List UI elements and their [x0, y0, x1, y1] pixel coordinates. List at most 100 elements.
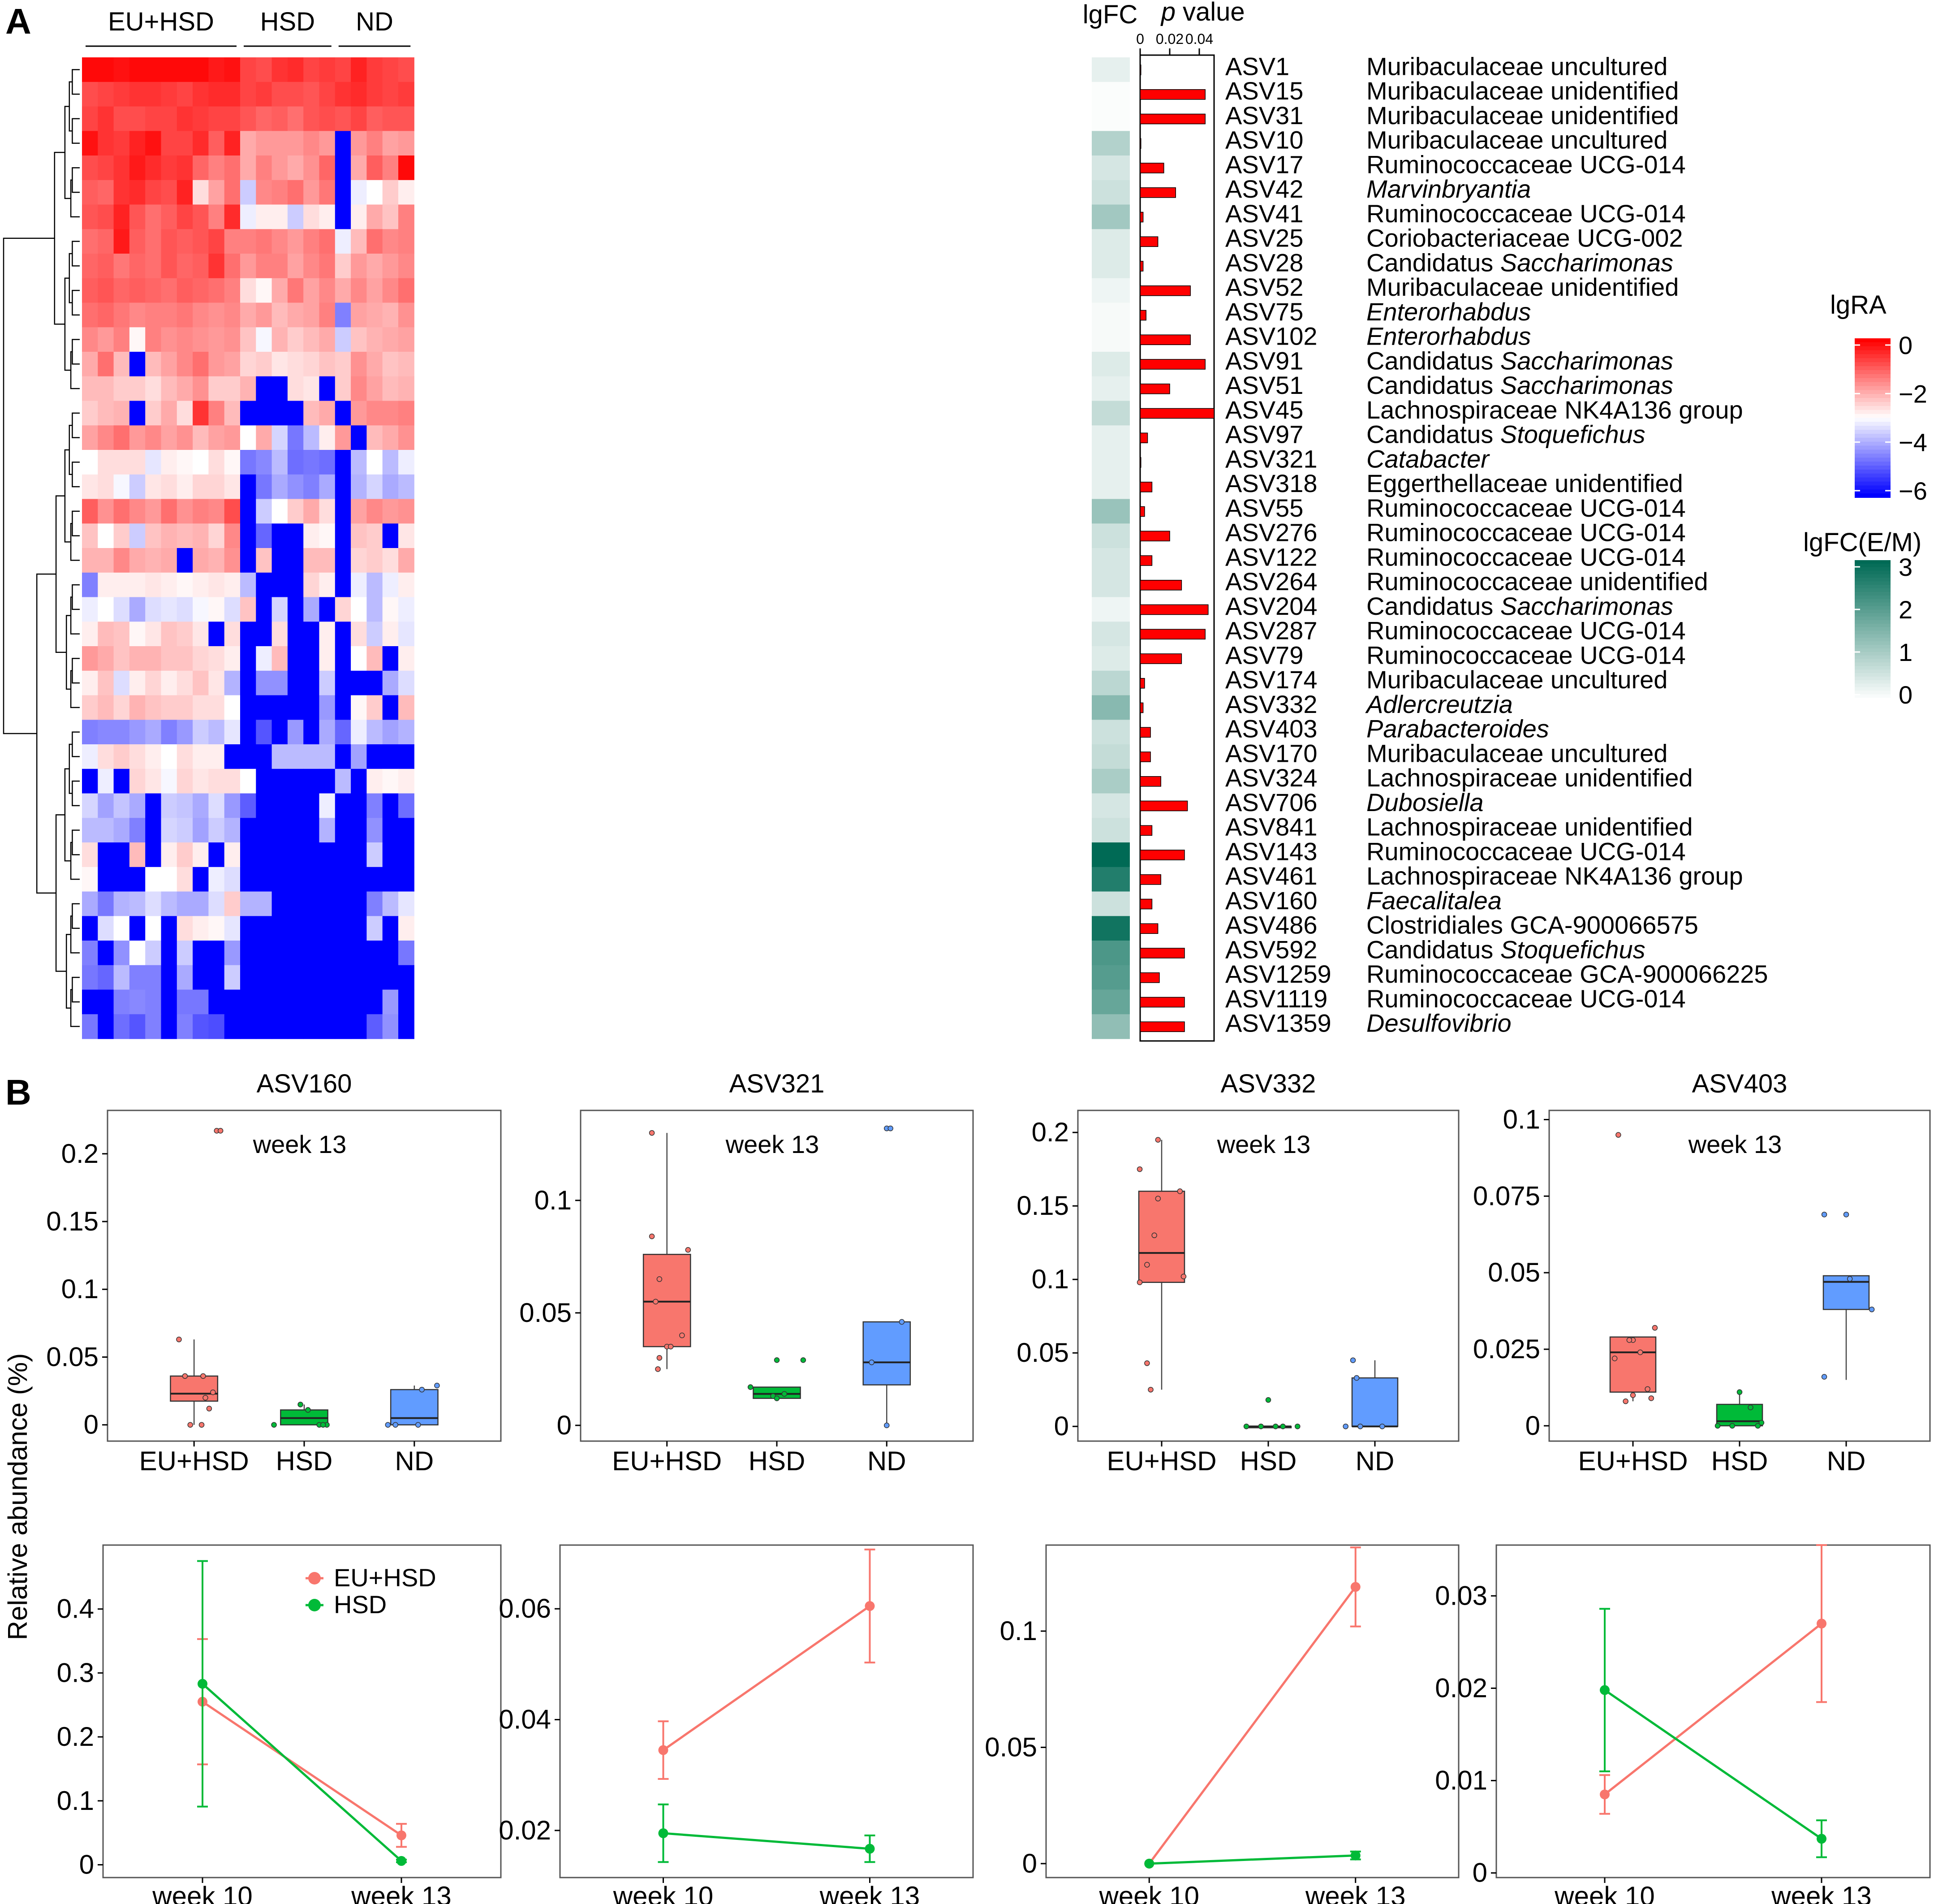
heatmap-cell — [193, 597, 209, 622]
heatmap-cell — [161, 891, 177, 916]
heatmap-cell — [98, 57, 114, 82]
heatmap-cell — [177, 254, 193, 279]
legend-lgra-swatch — [1855, 493, 1891, 498]
heatmap-cell — [161, 106, 177, 131]
heatmap-cell — [303, 327, 320, 352]
legend-lgra-swatch — [1855, 485, 1891, 490]
heatmap-cell — [224, 769, 241, 794]
legend-lgfc-swatch — [1855, 602, 1891, 607]
heatmap-cell — [113, 622, 130, 647]
heatmap-cell — [82, 769, 98, 794]
row-asv-label: ASV706 — [1225, 788, 1318, 816]
heatmap-cell — [193, 425, 209, 450]
taxon-name: Ruminococcaceae UCG-014 — [1366, 617, 1686, 645]
taxon-genus: Faecalitalea — [1366, 886, 1502, 915]
data-point — [655, 1366, 661, 1372]
heatmap-cell — [366, 597, 383, 622]
heatmap-cell — [240, 670, 256, 696]
heatmap-cell — [382, 842, 399, 868]
heatmap-cell — [351, 106, 367, 131]
taxon-name: Muribaculaceae unidentified — [1366, 101, 1679, 130]
heatmap-cell — [366, 769, 383, 794]
p-value-bar — [1140, 187, 1176, 198]
data-point — [1648, 1395, 1654, 1401]
heatmap-cell — [335, 597, 351, 622]
heatmap-cell — [129, 842, 146, 868]
heatmap-cell — [335, 82, 351, 107]
data-point — [1652, 1325, 1658, 1331]
heatmap-cell — [351, 793, 367, 818]
taxon-name: Candidatus — [1366, 371, 1500, 399]
heatmap-cell — [398, 302, 414, 328]
heatmap-cell — [335, 425, 351, 450]
heatmap-cell — [113, 229, 130, 254]
y-tick-label: 0 — [1525, 1411, 1540, 1441]
heatmap-cell — [351, 131, 367, 156]
heatmap-cell — [303, 401, 320, 426]
heatmap-cell — [398, 989, 414, 1015]
p-tick-label: 0 — [1136, 31, 1144, 47]
taxon-name: Candidatus — [1366, 346, 1500, 375]
heatmap-cell — [256, 180, 272, 205]
heatmap-cell — [98, 450, 114, 475]
heatmap-cell — [319, 254, 336, 279]
heatmap-cell — [177, 131, 193, 156]
row-taxon-label: Ruminococcaceae UCG-014 — [1366, 617, 1686, 645]
heatmap-cell — [224, 450, 241, 475]
heatmap-cell — [335, 327, 351, 352]
data-point — [1177, 1188, 1183, 1194]
row-asv-label: ASV318 — [1225, 469, 1318, 497]
lgfc-cell — [1092, 499, 1130, 524]
legend-lgfc-swatch — [1855, 563, 1891, 568]
lgfc-cell — [1092, 744, 1130, 769]
heatmap-cell — [319, 867, 336, 892]
heatmap-cell — [113, 842, 130, 868]
heatmap-cell — [256, 646, 272, 671]
heatmap-cell — [98, 229, 114, 254]
taxon-name: Ruminococcaceae UCG-014 — [1366, 984, 1686, 1013]
heatmap-cell — [398, 327, 414, 352]
heatmap-cell — [224, 278, 241, 303]
row-asv-label: ASV170 — [1225, 739, 1318, 767]
dendrogram-link — [72, 412, 80, 438]
p-value-bar — [1140, 531, 1170, 542]
p-value-bar — [1140, 825, 1153, 836]
series-line — [1604, 1689, 1822, 1840]
heatmap-cell — [271, 1014, 288, 1039]
legend-lgfc-swatch — [1855, 680, 1891, 684]
box — [1138, 1191, 1185, 1283]
series-point — [1817, 1834, 1826, 1844]
heatmap-cell — [161, 670, 177, 696]
dendrogram-link — [72, 241, 80, 267]
heatmap-cell — [129, 670, 146, 696]
legend-lgfc-swatch — [1855, 606, 1891, 610]
heatmap-cell — [145, 965, 162, 990]
x-tick-label: week 10 — [613, 1881, 713, 1904]
panel-label-b: B — [5, 1072, 31, 1112]
heatmap-cell — [224, 204, 241, 229]
heatmap-cell — [335, 229, 351, 254]
data-point — [1736, 1389, 1743, 1395]
data-point — [1155, 1196, 1161, 1202]
data-point — [1755, 1423, 1761, 1429]
heatmap-cell — [193, 474, 209, 500]
heatmap-cell — [161, 622, 177, 647]
heatmap-cell — [303, 155, 320, 181]
legend-lgfc-swatch — [1855, 581, 1891, 586]
legend-lgra-title: lgRA — [1830, 290, 1887, 319]
row-asv-label: ASV55 — [1225, 494, 1303, 522]
dendrogram-link — [72, 167, 80, 193]
heatmap-cell — [303, 425, 320, 450]
heatmap-cell — [161, 769, 177, 794]
row-asv-label: ASV264 — [1225, 567, 1318, 596]
heatmap-cell — [382, 254, 399, 279]
heatmap-cell — [303, 106, 320, 131]
y-tick-label: 0 — [1022, 1848, 1037, 1878]
y-tick-label: 0.4 — [57, 1594, 94, 1624]
lgfc-cell — [1092, 57, 1130, 82]
heatmap-cell — [82, 744, 98, 769]
boxplot-annotation: week 13 — [253, 1130, 347, 1158]
heatmap-cell — [351, 425, 367, 450]
legend-lgfc-swatch — [1855, 570, 1891, 575]
heatmap-cell — [382, 401, 399, 426]
